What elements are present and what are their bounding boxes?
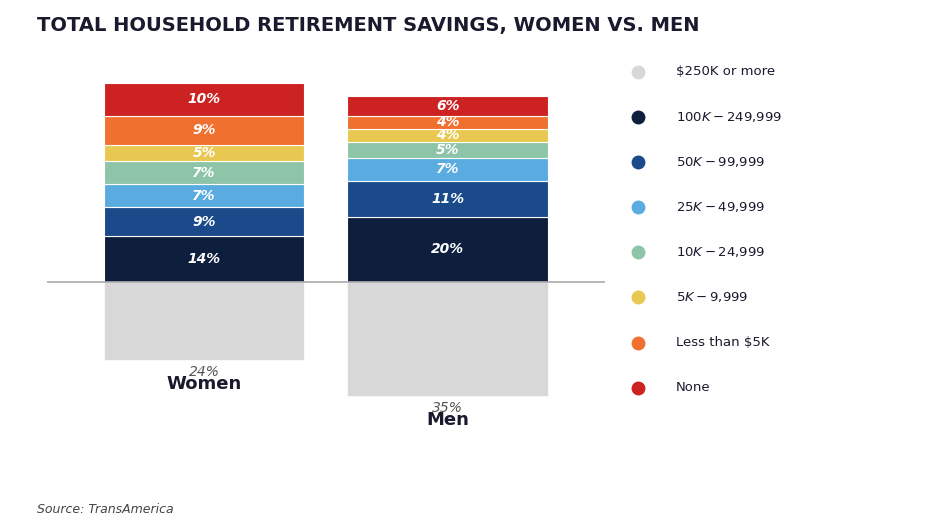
Text: 7%: 7% bbox=[436, 163, 459, 176]
Text: 24%: 24% bbox=[189, 365, 220, 379]
Text: 9%: 9% bbox=[193, 123, 216, 138]
Text: 20%: 20% bbox=[431, 242, 465, 256]
Bar bbox=[104, 282, 304, 360]
Text: 35%: 35% bbox=[432, 401, 463, 415]
Text: 7%: 7% bbox=[193, 166, 216, 180]
Text: None: None bbox=[676, 381, 710, 394]
Text: $50K-$99,999: $50K-$99,999 bbox=[676, 155, 765, 169]
Text: 5%: 5% bbox=[193, 146, 216, 160]
Bar bbox=[104, 161, 304, 184]
Text: 9%: 9% bbox=[193, 214, 216, 229]
Text: 4%: 4% bbox=[436, 115, 459, 129]
Bar bbox=[347, 116, 547, 129]
Bar bbox=[104, 145, 304, 161]
Bar bbox=[347, 158, 547, 181]
Bar bbox=[347, 96, 547, 116]
Bar bbox=[347, 217, 547, 282]
Text: 14%: 14% bbox=[187, 252, 221, 266]
Text: 11%: 11% bbox=[431, 192, 465, 206]
Text: $100K-$249,999: $100K-$249,999 bbox=[676, 110, 782, 124]
Bar bbox=[347, 181, 547, 217]
Text: TOTAL HOUSEHOLD RETIREMENT SAVINGS, WOMEN VS. MEN: TOTAL HOUSEHOLD RETIREMENT SAVINGS, WOME… bbox=[37, 16, 700, 35]
Text: $250K or more: $250K or more bbox=[676, 65, 775, 78]
Bar bbox=[104, 236, 304, 282]
Text: Men: Men bbox=[426, 411, 469, 429]
Bar bbox=[347, 142, 547, 158]
Bar bbox=[347, 129, 547, 142]
Text: $5K-$9,999: $5K-$9,999 bbox=[676, 290, 749, 304]
Bar bbox=[104, 184, 304, 207]
Text: 5%: 5% bbox=[436, 143, 459, 157]
Bar bbox=[104, 207, 304, 236]
Text: Women: Women bbox=[167, 375, 242, 393]
Text: Less than $5K: Less than $5K bbox=[676, 336, 769, 349]
Text: Source: TransAmerica: Source: TransAmerica bbox=[37, 503, 174, 516]
Text: 7%: 7% bbox=[193, 189, 216, 202]
Text: 6%: 6% bbox=[436, 99, 459, 113]
Bar bbox=[104, 116, 304, 145]
Bar bbox=[347, 282, 547, 396]
Text: 10%: 10% bbox=[187, 93, 221, 106]
Text: 4%: 4% bbox=[436, 128, 459, 142]
Text: $25K-$49,999: $25K-$49,999 bbox=[676, 200, 765, 214]
Text: $10K-$24,999: $10K-$24,999 bbox=[676, 245, 765, 259]
Bar bbox=[104, 83, 304, 116]
